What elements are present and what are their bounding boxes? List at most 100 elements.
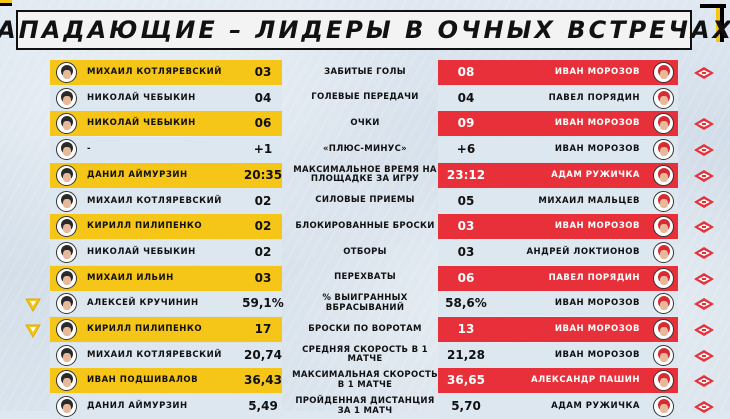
right-player-avatar <box>653 87 674 109</box>
right-stat-value: 06 <box>457 270 475 285</box>
left-stat-value: 02 <box>254 193 272 208</box>
right-player-avatar <box>653 164 674 186</box>
spartak-logo-icon <box>694 298 714 311</box>
table-row: Михаил Котляревский 02 Силовые приемы 05 Мих… <box>0 188 730 214</box>
stat-label: Забитые голы <box>324 66 406 77</box>
right-stat-value: 58,6% <box>445 296 487 311</box>
right-stat-value: 04 <box>457 90 475 105</box>
stat-label: % выигранных вбрасываний <box>322 293 408 313</box>
spartak-logo-icon <box>694 324 714 336</box>
left-player-name: Кирилл Пилипенко <box>87 324 203 334</box>
left-player-avatar <box>56 344 77 366</box>
left-player-avatar <box>56 139 77 161</box>
right-bar <box>438 368 678 394</box>
spartak-logo-icon <box>694 401 714 414</box>
right-stat-value: +6 <box>456 142 476 157</box>
spartak-logo-icon <box>694 67 714 79</box>
table-row: Кирилл Пилипенко 02 Блокированные броски 03… <box>0 214 730 240</box>
table-row: Михаил Ильин 03 Перехваты 06 Павел Порядин <box>0 265 730 291</box>
right-player-avatar <box>653 190 674 212</box>
right-stat-value: 5,70 <box>451 399 481 414</box>
right-bar <box>438 317 678 342</box>
corner-accent-right-yellow <box>716 8 720 42</box>
stat-label: Максимальная скорость в 1 матче <box>292 370 438 390</box>
stat-label: Отборы <box>343 246 387 257</box>
right-player-avatar <box>653 139 674 161</box>
corner-accent-top-left <box>0 0 12 3</box>
spartak-logo-icon <box>694 349 714 362</box>
table-row: Данил Аймурзин 20:35 Максимальное время на… <box>0 162 730 188</box>
right-player-avatar <box>653 62 674 83</box>
left-player-avatar <box>56 396 77 418</box>
stat-label: Средняя скорость в 1 матче <box>302 344 428 365</box>
right-bar <box>438 111 678 137</box>
left-bar <box>50 239 282 265</box>
left-player-avatar <box>56 216 77 238</box>
left-stat-value: 20:35 <box>243 167 283 182</box>
right-stat-value: 08 <box>457 65 475 79</box>
right-stat-value: 09 <box>457 116 475 131</box>
table-row: Данил Аймурзин 5,49 Пройденная дистанция з… <box>0 394 730 419</box>
stat-label: «Плюс-минус» <box>323 143 407 154</box>
right-player-avatar <box>653 370 674 392</box>
left-player-avatar <box>56 87 77 109</box>
left-player-name: Кирилл Пилипенко <box>87 221 203 232</box>
stat-label: Максимальное время на площадке за игру <box>293 164 437 185</box>
left-player-avatar <box>56 190 77 212</box>
table-row: Михаил Котляревский 20,74 Средняя скорость… <box>0 342 730 368</box>
left-player-avatar <box>56 113 77 135</box>
right-player-avatar <box>653 241 674 263</box>
left-player-avatar <box>56 164 77 186</box>
left-player-name: Алексей Кручинин <box>87 298 199 309</box>
left-stat-value: 03 <box>254 65 272 79</box>
right-player-name: Иван Морозов <box>554 67 640 77</box>
left-player-avatar <box>56 370 77 392</box>
right-stat-value: 36,65 <box>447 373 485 388</box>
table-row: Михаил Котляревский 03 Забитые голы 08 Иван … <box>0 60 730 85</box>
spartak-logo-icon <box>694 195 714 208</box>
right-player-avatar <box>653 396 674 418</box>
spartak-logo-icon <box>694 118 714 131</box>
left-stat-value: 03 <box>254 270 272 285</box>
left-bar <box>50 291 282 317</box>
right-bar <box>438 291 678 317</box>
left-bar <box>50 162 282 188</box>
left-bar <box>50 214 282 240</box>
left-bar <box>50 188 282 214</box>
spartak-logo-icon <box>694 246 714 259</box>
left-player-name: - <box>87 144 92 155</box>
left-player-name: Михаил Котляревский <box>87 349 222 360</box>
table-row: Иван Подшивалов 36,43 Максимальная скорост… <box>0 368 730 394</box>
right-bar <box>438 85 678 111</box>
left-player-name: Михаил Котляревский <box>87 195 222 206</box>
left-bar <box>50 60 282 85</box>
table-row: Николай Чебыкин 04 Голевые передачи 04 Павел… <box>0 85 730 111</box>
corner-accent-top-left-black <box>0 3 12 6</box>
right-bar <box>438 239 678 265</box>
left-player-name: Николай Чебыкин <box>87 118 196 129</box>
left-player-avatar <box>56 293 77 315</box>
corner-accent-right-black <box>720 8 724 42</box>
corner-accent-top-right <box>700 4 726 8</box>
right-player-name: Иван Морозов <box>554 118 640 129</box>
page-title: Нападающие – лидеры в очных встречах <box>0 16 730 44</box>
left-stat-value: 36,43 <box>244 373 282 388</box>
table-row: Николай Чебыкин 02 Отборы 03 Андрей Локтионо… <box>0 239 730 265</box>
right-player-avatar <box>653 113 674 135</box>
left-stat-value: 17 <box>254 322 272 336</box>
table-row: Алексей Кручинин 59,1% % выигранных вбрасы… <box>0 291 730 317</box>
left-player-name: Иван Подшивалов <box>87 375 199 386</box>
right-player-avatar <box>653 216 674 238</box>
left-player-name: Николай Чебыкин <box>87 92 196 103</box>
left-bar <box>50 368 282 394</box>
table-row: Кирилл Пилипенко 17 Броски по воротам 13 Ива… <box>0 317 730 342</box>
left-bar <box>50 137 282 163</box>
left-player-avatar <box>56 319 77 340</box>
right-bar <box>438 214 678 240</box>
right-player-name: Иван Морозов <box>554 144 640 155</box>
right-player-avatar <box>653 319 674 340</box>
left-player-name: Данил Аймурзин <box>87 401 188 412</box>
right-player-name: Александр Пашин <box>530 375 640 386</box>
right-player-name: Иван Морозов <box>554 349 640 360</box>
left-stat-value: +1 <box>253 142 273 157</box>
